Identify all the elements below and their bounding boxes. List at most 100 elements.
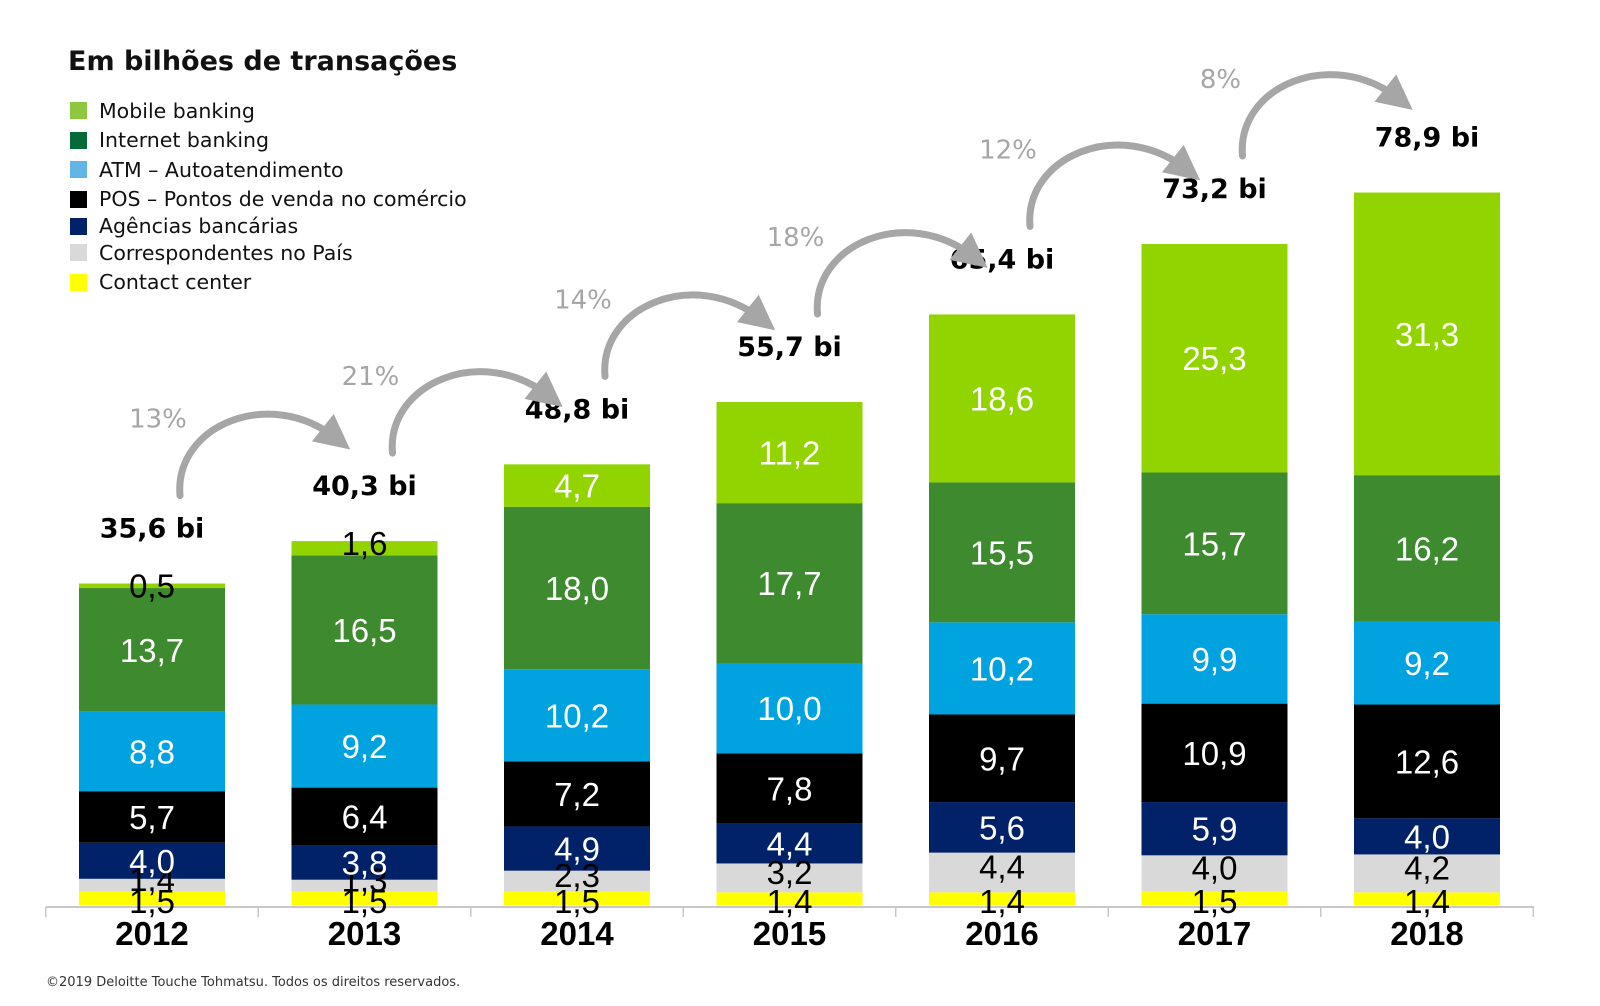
legend-swatch [70, 190, 87, 208]
segment-label: 1,4 [129, 861, 175, 898]
legend-label: Agências bancárias [99, 214, 299, 238]
bar-segment [79, 878, 225, 892]
legend-label: Contact center [99, 270, 252, 295]
bar-segment [716, 662, 863, 754]
bar-segment [929, 622, 1075, 715]
legend-item-internet-banking: Internet banking [70, 126, 467, 156]
segment-label: 13,7 [120, 632, 184, 669]
bar-segment [716, 503, 863, 663]
bar-segment [291, 704, 438, 788]
bar-segment [929, 714, 1075, 803]
segment-label: 1,4 [767, 883, 813, 920]
legend-swatch [70, 131, 87, 149]
bar-segment [716, 402, 863, 504]
segment-label: 10,9 [1182, 735, 1246, 772]
total-label: 55,7 bi [737, 332, 842, 363]
segment-label: 5,6 [979, 809, 1025, 846]
bar-segment [504, 826, 650, 871]
legend-swatch [70, 244, 87, 262]
legend-swatch [70, 273, 87, 291]
bar-segment [79, 842, 225, 879]
growth-arrow [1026, 141, 1201, 230]
legend-item-contact-center: Contact center [70, 268, 467, 298]
bar-segment [716, 892, 863, 905]
x-tick-label: 2016 [965, 915, 1038, 952]
segment-label: 12,6 [1395, 743, 1459, 780]
segment-label: 7,8 [767, 771, 813, 808]
growth-arrow [388, 368, 563, 457]
segment-label: 1,3 [342, 862, 388, 899]
bar-segment [504, 506, 650, 670]
data-labels: 1,51,44,05,78,813,70,535,6 bi20121,51,33… [100, 123, 1480, 952]
segment-label: 4,4 [767, 826, 813, 863]
total-label: 73,2 bi [1162, 174, 1267, 205]
segment-label: 4,7 [554, 468, 600, 505]
bar-segment [716, 753, 863, 824]
segment-label: 25,3 [1182, 340, 1246, 377]
bar-segment [1141, 855, 1288, 892]
legend-label: ATM – Autoatendimento [99, 157, 344, 182]
growth-label: 21% [342, 362, 400, 392]
segment-label: 10,2 [970, 650, 1034, 687]
segment-label: 11,2 [759, 435, 821, 472]
bars [79, 192, 1500, 905]
growth-label: 14% [554, 285, 612, 315]
segment-label: 10,2 [545, 697, 609, 734]
segment-label: 8,8 [129, 733, 175, 770]
bar-segment [79, 791, 225, 843]
segment-label: 0,5 [129, 568, 175, 605]
segment-label: 31,3 [1395, 316, 1459, 353]
segment-label: 17,7 [757, 565, 821, 602]
segment-label: 3,2 [767, 854, 813, 891]
legend-item-atm: ATM – Autoatendimento [70, 155, 467, 185]
total-label: 48,8 bi [525, 394, 630, 425]
legend-item-correspondentes: Correspondentes no País [70, 238, 467, 268]
legend-swatch [70, 102, 87, 120]
bar-segment [716, 823, 863, 864]
segment-label: 4,9 [554, 831, 600, 868]
segment-label: 6,4 [342, 799, 388, 836]
segment-label: 4,0 [1404, 818, 1450, 855]
bar-segment [929, 852, 1075, 893]
segment-label: 1,5 [342, 883, 388, 920]
bar-segment [504, 870, 650, 892]
bar-segment [1141, 802, 1288, 856]
total-label: 78,9 bi [1375, 123, 1480, 154]
segment-label: 1,5 [554, 883, 600, 920]
bar-segment [504, 464, 650, 507]
bar-segment [1141, 703, 1288, 803]
growth-label: 8% [1200, 65, 1241, 95]
bar-segment [291, 787, 438, 846]
x-axis [45, 906, 1534, 917]
segment-label: 7,2 [554, 776, 600, 813]
growth-arrow [176, 410, 351, 500]
legend-label: Internet banking [99, 128, 270, 153]
segment-label: 2,3 [554, 857, 600, 894]
bar-segment [1354, 704, 1500, 819]
bar-segment [504, 891, 650, 905]
segment-label: 3,8 [342, 845, 388, 882]
segment-label: 18,6 [970, 380, 1034, 417]
x-tick-label: 2018 [1390, 915, 1463, 952]
bar-segment [291, 891, 438, 905]
bar-segment [1354, 818, 1500, 855]
bar-segment [504, 669, 650, 762]
bar-segment [1141, 244, 1288, 473]
legend-item-mobile-banking: Mobile banking [70, 96, 467, 126]
bar-segment [291, 555, 438, 705]
bar-segment [79, 711, 225, 792]
bar-segment [1141, 891, 1288, 905]
growth-arrow [813, 229, 988, 318]
bar-segment [929, 482, 1075, 623]
bar-segment [1141, 614, 1288, 704]
copyright-footer: ©2019 Deloitte Touche Tohmatsu. Todos os… [46, 975, 461, 990]
segment-label: 4,0 [1192, 849, 1238, 886]
segment-label: 5,7 [129, 799, 175, 836]
segment-label: 1,5 [129, 883, 175, 920]
segment-label: 1,4 [1404, 883, 1450, 920]
segment-label: 15,7 [1182, 525, 1246, 562]
segment-label: 16,2 [1395, 530, 1459, 567]
bar-segment [1354, 192, 1500, 476]
bar-segment [929, 802, 1075, 853]
